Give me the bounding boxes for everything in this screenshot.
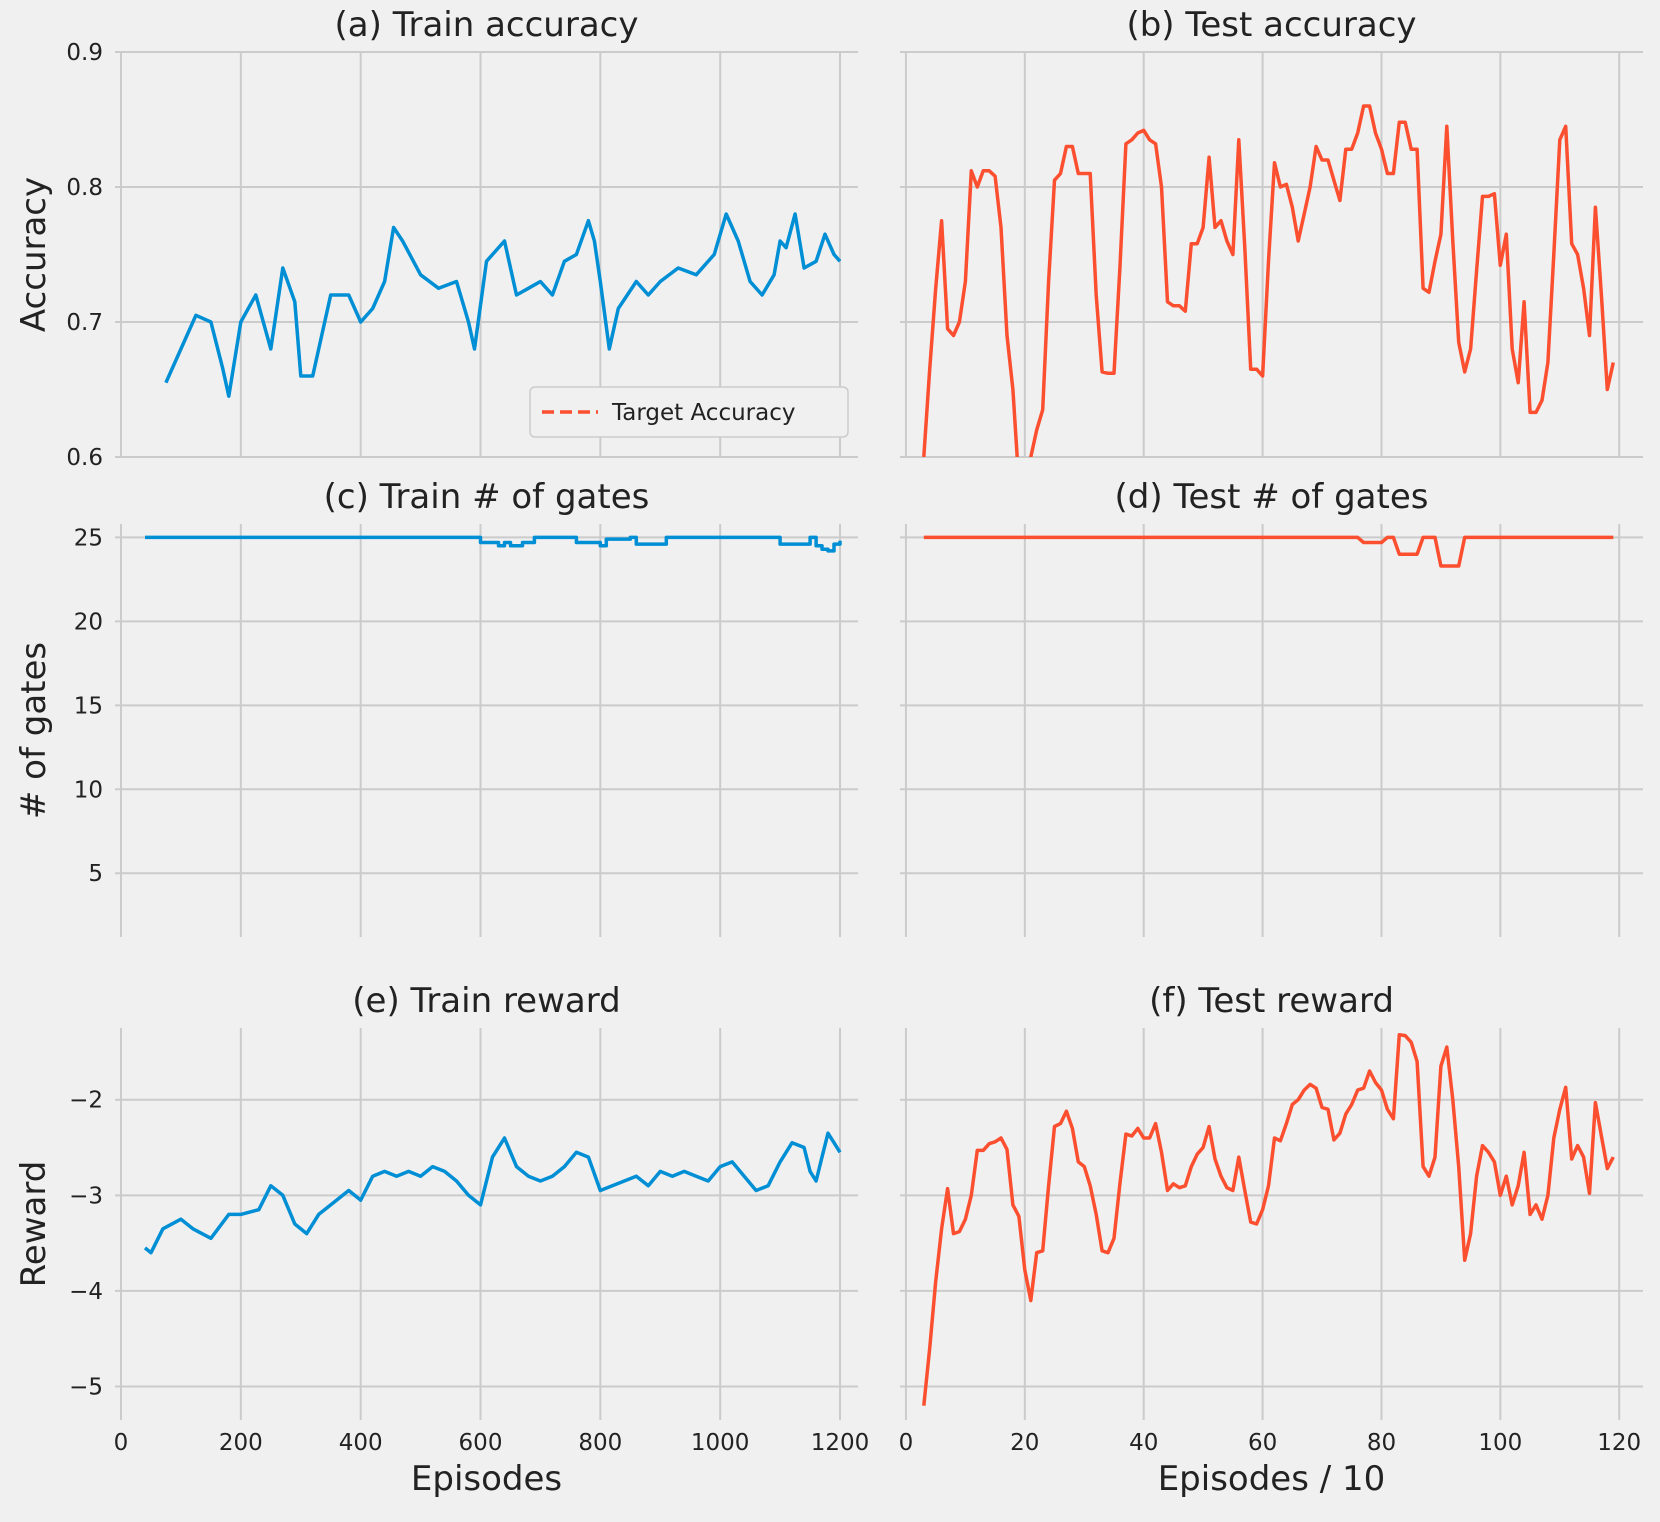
legend-label: Target Accuracy [611, 400, 795, 426]
y-axis-label: Accuracy [14, 177, 54, 332]
y-tick-label: 10 [74, 777, 103, 803]
panel-train-gates: 5 10 15 20 25 (c) Train # of gates # of gates [14, 477, 858, 937]
x-tick-label: 60 [1248, 1430, 1277, 1456]
series-line-f [922, 1032, 1615, 1406]
series-line-b [922, 104, 1616, 457]
x-tick-label: 400 [339, 1430, 383, 1456]
y-tick-label: −4 [69, 1279, 103, 1305]
x-axis-label: Episodes / 10 [1158, 1459, 1386, 1499]
x-tick-label: 40 [1129, 1430, 1158, 1456]
y-tick-label: 0.7 [66, 310, 103, 336]
panel-title: (c) Train # of gates [324, 477, 650, 517]
x-tick-label: 600 [459, 1430, 503, 1456]
y-tick-label: −5 [69, 1375, 103, 1401]
x-tick-label: 200 [219, 1430, 263, 1456]
y-tick-label: 25 [74, 525, 103, 551]
series-line-d [923, 535, 1614, 568]
y-tick-label: −2 [69, 1088, 103, 1114]
x-tick-label: 0 [899, 1430, 914, 1456]
x-tick-label: 800 [578, 1430, 622, 1456]
series-line-e [143, 1131, 842, 1255]
x-tick-label: 120 [1597, 1430, 1641, 1456]
legend-box [529, 386, 849, 438]
panel-train-reward: 0 200 400 600 800 1000 1200 −5 −4 −3 −2 (e) Train r… [14, 981, 869, 1499]
panel-test-accuracy: (b) Test accuracy [900, 5, 1643, 458]
series-line-c [145, 535, 842, 553]
x-tick-label: 1000 [691, 1430, 750, 1456]
panel-title: (d) Test # of gates [1115, 477, 1429, 517]
y-tick-label: 5 [88, 861, 103, 887]
y-tick-label: 0.9 [66, 40, 103, 66]
x-tick-label: 80 [1367, 1430, 1396, 1456]
y-axis-label: # of gates [14, 642, 54, 819]
panel-title: (f) Test reward [1149, 981, 1394, 1021]
y-tick-label: 20 [74, 609, 103, 635]
panel-test-reward: 0 20 40 60 80 100 120 (f) Test reward Episodes /… [899, 981, 1643, 1499]
panel-title: (b) Test accuracy [1126, 5, 1416, 45]
y-tick-label: 15 [74, 693, 103, 719]
y-tick-label: 0.6 [66, 445, 103, 471]
x-axis-label: Episodes [411, 1459, 562, 1499]
x-tick-label: 1200 [811, 1430, 870, 1456]
panel-train-accuracy: 0.6 0.7 0.8 0.9 (a) Train accuracy Accuracy Ta… [14, 5, 858, 471]
panel-title: (e) Train reward [352, 981, 620, 1021]
y-axis-label: Reward [14, 1161, 54, 1288]
series-line-a [164, 212, 842, 398]
x-tick-label: 0 [114, 1430, 129, 1456]
legend: Target Accuracy [529, 386, 849, 438]
panel-test-gates: (d) Test # of gates [900, 477, 1643, 937]
y-tick-label: 0.8 [66, 175, 103, 201]
y-tick-label: −3 [69, 1183, 103, 1209]
x-tick-label: 100 [1478, 1430, 1522, 1456]
x-tick-label: 20 [1010, 1430, 1039, 1456]
panel-title: (a) Train accuracy [335, 5, 639, 45]
